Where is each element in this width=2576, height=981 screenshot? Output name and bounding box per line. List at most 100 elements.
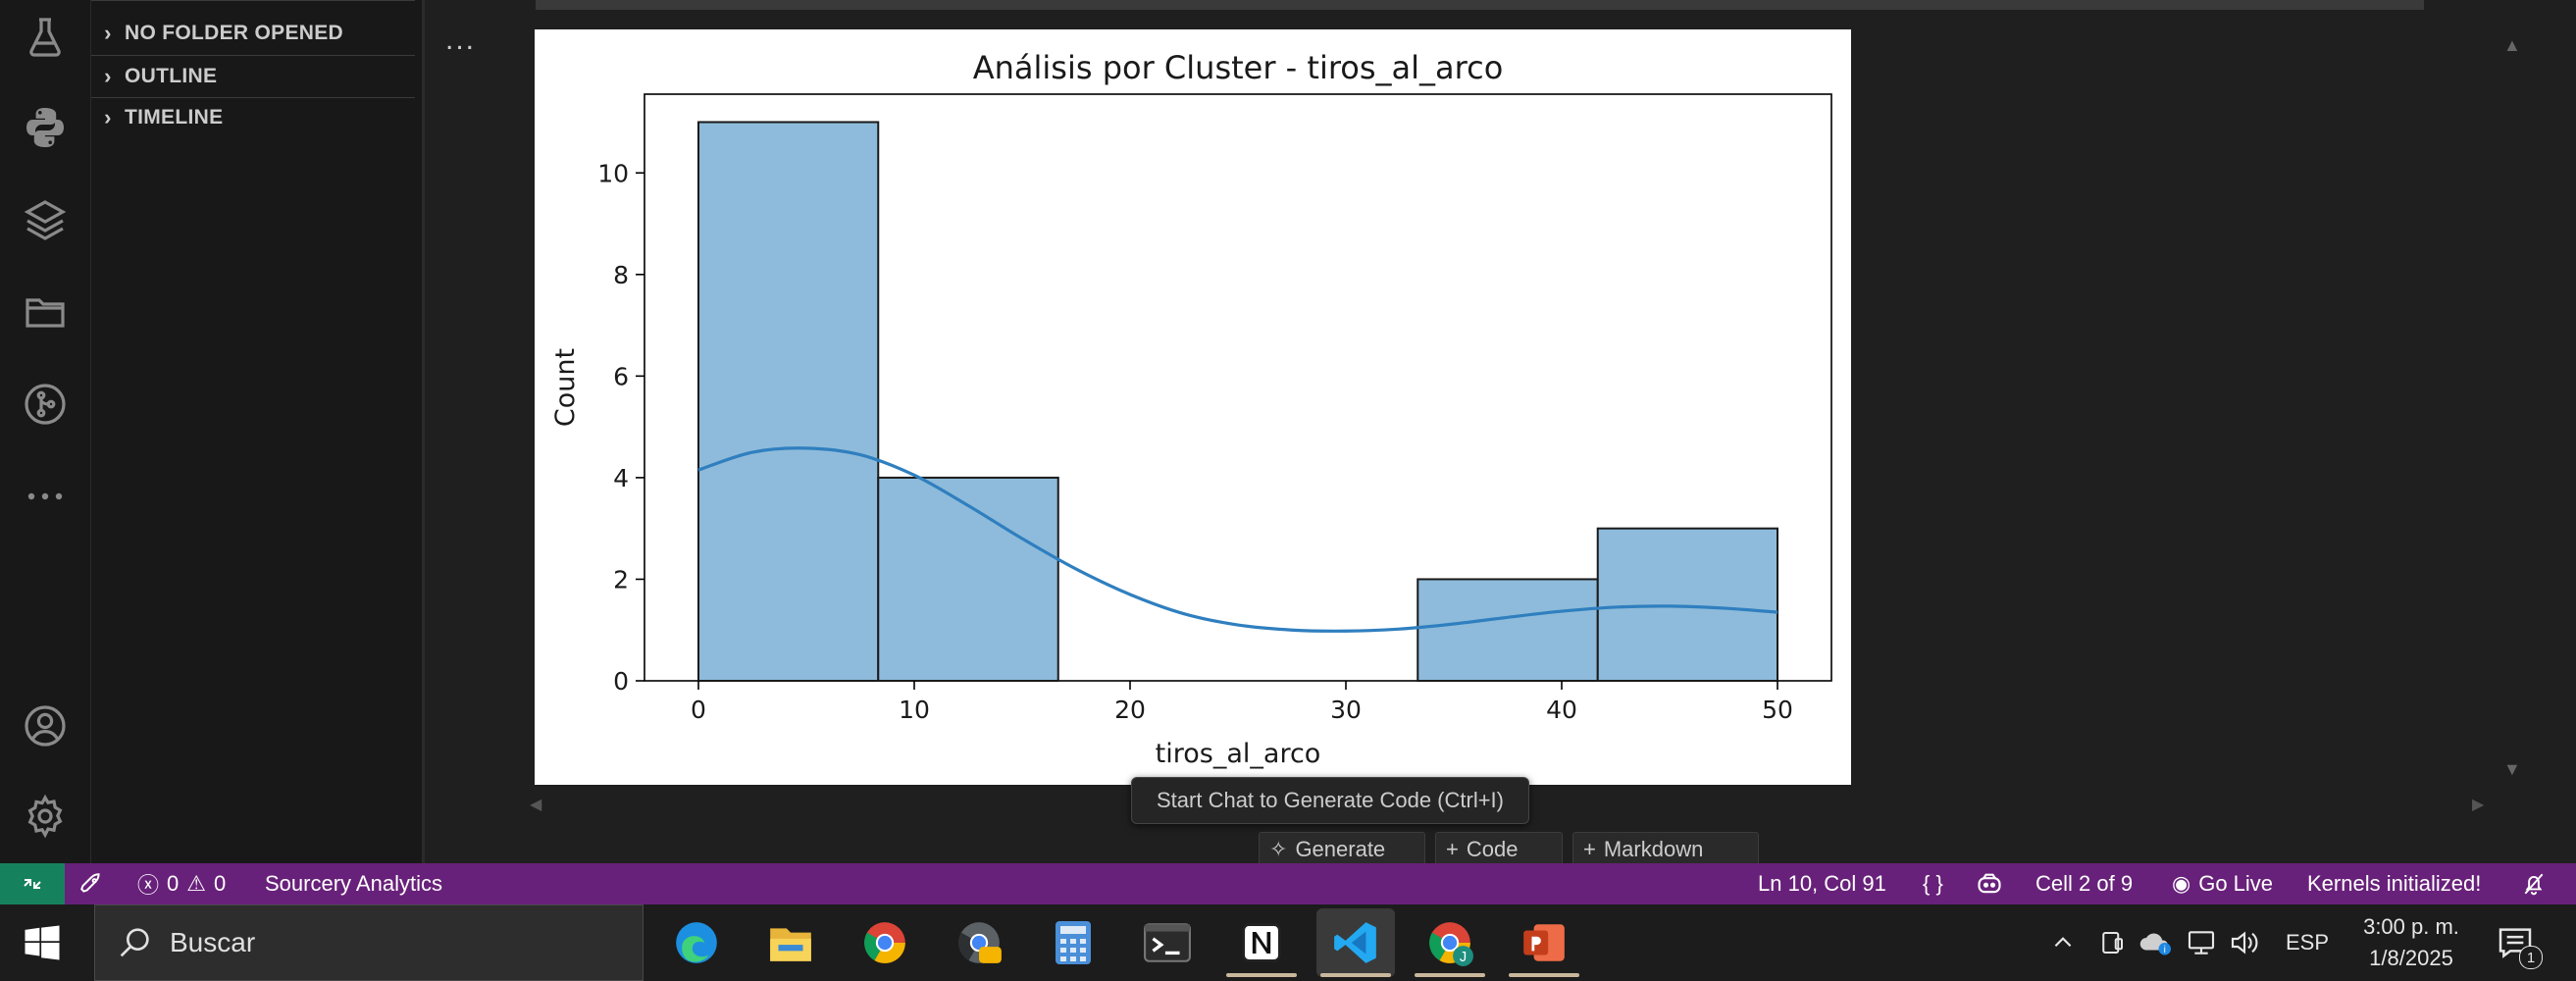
y-tick-label: 0	[613, 667, 629, 696]
y-tick-label: 2	[613, 565, 629, 594]
input-language[interactable]: ESP	[2286, 930, 2330, 955]
warning-count: 0	[214, 871, 227, 896]
language-braces[interactable]: { }	[1923, 871, 1943, 896]
section-label: OUTLINE	[125, 65, 218, 87]
sourcery-item[interactable]: Sourcery Analytics	[265, 871, 442, 896]
error-count: 0	[167, 871, 180, 896]
calculator-icon[interactable]	[1034, 908, 1112, 977]
section-label: TIMELINE	[125, 106, 224, 129]
show-hidden-icons-chevron[interactable]	[2050, 904, 2076, 981]
x-tick-label: 20	[1114, 696, 1146, 724]
windows-start-icon[interactable]	[22, 922, 63, 963]
clock-time: 3:00 p. m.	[2363, 914, 2459, 939]
notification-badge: 1	[2519, 946, 2543, 969]
vscode-icon[interactable]	[1316, 908, 1395, 977]
running-indicator	[1509, 973, 1579, 977]
search-icon	[120, 928, 149, 957]
folder-icon[interactable]	[18, 284, 73, 339]
add-code-button[interactable]: + Code	[1435, 832, 1563, 867]
scroll-left-arrow-icon[interactable]: ◀	[530, 797, 542, 813]
copilot-icon[interactable]	[1976, 863, 2003, 904]
go-live-button[interactable]: ◉ Go Live	[2172, 863, 2273, 904]
scroll-up-arrow-icon[interactable]: ▲	[2503, 35, 2521, 55]
kernel-status[interactable]: Kernels initialized!	[2307, 871, 2482, 896]
explorer-sidebar: › NO FOLDER OPENED › OUTLINE › TIMELINE	[91, 0, 425, 863]
git-graph-icon[interactable]	[18, 377, 73, 432]
cell-more-actions[interactable]: ...	[445, 24, 477, 56]
chart-title: Análisis por Cluster - tiros_al_arco	[973, 49, 1504, 86]
cursor-position[interactable]: Ln 10, Col 91	[1758, 871, 1886, 896]
layers-icon[interactable]	[18, 192, 73, 247]
histogram-bar-5	[1596, 527, 1778, 682]
search-placeholder: Buscar	[170, 927, 256, 957]
y-tick-label: 6	[613, 362, 629, 390]
section-outline[interactable]: › OUTLINE	[91, 57, 415, 96]
y-axis-label: Count	[550, 348, 581, 427]
section-no-folder[interactable]: › NO FOLDER OPENED	[91, 14, 415, 53]
windows-taskbar: Buscar J i	[0, 904, 2576, 981]
more-icon[interactable]	[18, 469, 73, 524]
divider	[91, 55, 415, 56]
go-live-label: Go Live	[2198, 871, 2274, 896]
x-tick-label: 30	[1330, 696, 1362, 724]
histogram-bar-1	[877, 476, 1059, 682]
x-axis-label: tiros_al_arco	[1156, 739, 1321, 769]
chevron-right-icon: ›	[104, 21, 112, 45]
y-tick-label: 8	[613, 261, 629, 289]
volume-icon[interactable]	[2229, 904, 2260, 981]
running-indicator	[1226, 973, 1297, 977]
x-tick-label: 40	[1546, 696, 1577, 724]
previous-cell-output	[536, 0, 2424, 10]
section-timeline[interactable]: › TIMELINE	[91, 98, 415, 137]
file-explorer-icon[interactable]	[751, 908, 830, 977]
notifications-bell-icon[interactable]	[2521, 863, 2547, 904]
chat-tooltip: Start Chat to Generate Code (Ctrl+I)	[1131, 777, 1529, 824]
clock-date: 1/8/2025	[2369, 946, 2453, 970]
running-indicator	[1415, 973, 1485, 977]
edge-icon[interactable]	[657, 908, 736, 977]
running-indicator	[1320, 973, 1391, 977]
chevron-right-icon: ›	[104, 64, 112, 88]
network-icon[interactable]	[2186, 904, 2217, 981]
chrome-profile-icon[interactable]: J	[1411, 908, 1489, 977]
remote-indicator[interactable]	[0, 863, 65, 904]
activity-bar	[0, 0, 91, 863]
clock[interactable]: 3:00 p. m. 1/8/2025	[2354, 904, 2468, 981]
taskbar-search[interactable]: Buscar	[94, 904, 644, 981]
problems-indicator[interactable]: ⓧ 0 ⚠ 0	[137, 863, 226, 904]
code-label: Code	[1466, 837, 1519, 861]
divider	[91, 0, 415, 1]
scroll-down-arrow-icon[interactable]: ▼	[2503, 759, 2521, 779]
svg-text:i: i	[2164, 945, 2166, 955]
scroll-right-arrow-icon[interactable]: ▶	[2472, 797, 2485, 813]
x-tick-label: 10	[899, 696, 930, 724]
histogram-bar-4	[1417, 578, 1599, 682]
plot-frame	[644, 93, 1832, 682]
markdown-label: Markdown	[1603, 837, 1704, 861]
add-markdown-button[interactable]: + Markdown	[1572, 832, 1759, 867]
cell-indicator[interactable]: Cell 2 of 9	[2035, 871, 2134, 896]
plus-icon: +	[1446, 837, 1459, 861]
y-tick-label: 10	[597, 159, 629, 187]
chrome-icon[interactable]	[846, 908, 924, 977]
device-icon[interactable]	[2097, 904, 2127, 981]
histogram-chart: 0 10 20 30 40 50 0 2 4 6 8 10 Análisis por Cluster…	[550, 49, 1832, 769]
beaker-icon[interactable]	[18, 10, 73, 65]
rocket-icon[interactable]	[78, 863, 104, 904]
notification-center-icon[interactable]: 1	[2496, 904, 2543, 981]
notion-icon[interactable]	[1222, 908, 1301, 977]
chrome-dev-icon[interactable]	[940, 908, 1018, 977]
python-icon[interactable]	[18, 100, 73, 155]
terminal-icon[interactable]	[1128, 908, 1207, 977]
powerpoint-icon[interactable]	[1505, 908, 1583, 977]
generate-label: Generate	[1295, 837, 1386, 861]
svg-text:J: J	[1460, 950, 1467, 965]
x-tick-label: 0	[691, 696, 706, 724]
account-icon[interactable]	[18, 698, 73, 753]
onedrive-cloud-icon[interactable]: i	[2138, 904, 2174, 981]
y-tick-label: 4	[613, 464, 629, 492]
sparkle-icon: ✧	[1269, 837, 1288, 861]
gear-icon[interactable]	[18, 789, 73, 844]
generate-button[interactable]: ✧ Generate	[1259, 832, 1425, 867]
divider	[91, 97, 415, 98]
